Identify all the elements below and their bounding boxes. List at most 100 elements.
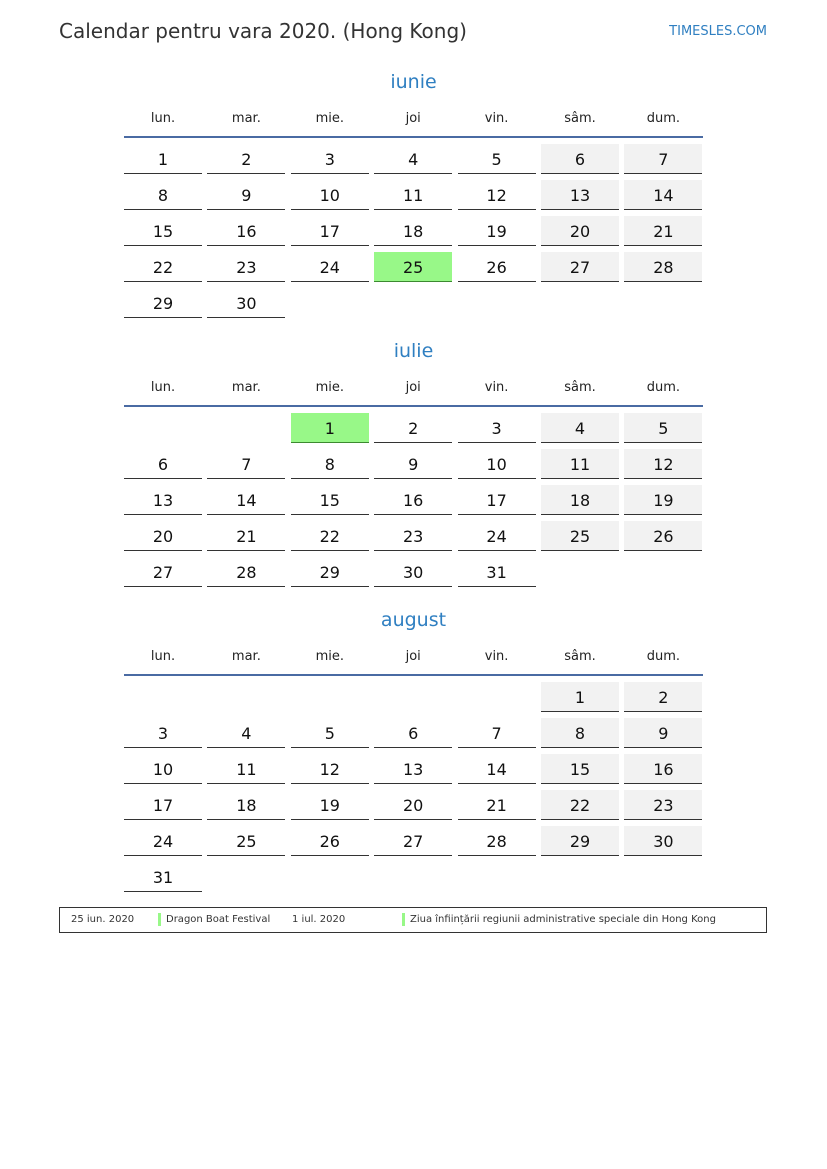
day-cell: 10	[457, 449, 536, 479]
month-title: iulie	[393, 340, 434, 362]
day-cell: 24	[290, 252, 369, 282]
day-cell: 2	[624, 682, 703, 712]
day-cell: 5	[457, 144, 536, 174]
day-cell: 7	[207, 449, 286, 479]
weekday-header: dum.	[646, 380, 681, 395]
day-cell: 31	[457, 557, 536, 587]
day-cell: 13	[541, 180, 619, 210]
month-title: iunie	[390, 71, 437, 93]
legend-date: 1 iul. 2020	[292, 914, 346, 925]
day-cell: 29	[541, 826, 619, 856]
day-cell: 4	[207, 718, 286, 748]
weekday-header: mie.	[315, 111, 344, 126]
day-cell: 12	[457, 180, 536, 210]
day-cell: 28	[624, 252, 703, 282]
day-cell: 4	[541, 413, 619, 443]
day-cell: 9	[624, 718, 703, 748]
day-cell-holiday: 25	[374, 252, 453, 282]
weekday-header: joi	[405, 111, 421, 126]
weekday-header: joi	[405, 380, 421, 395]
day-cell: 24	[124, 826, 202, 856]
day-cell: 13	[374, 754, 453, 784]
header-divider	[124, 136, 703, 138]
day-cell: 30	[207, 288, 286, 318]
day-cell: 21	[207, 521, 286, 551]
day-cell: 15	[290, 485, 369, 515]
day-cell: 5	[624, 413, 703, 443]
day-cell: 20	[374, 790, 453, 820]
header-divider	[124, 405, 703, 407]
day-cell: 14	[457, 754, 536, 784]
day-cell: 9	[207, 180, 286, 210]
day-cell: 13	[124, 485, 202, 515]
day-cell: 14	[624, 180, 703, 210]
day-cell: 10	[290, 180, 369, 210]
day-cell: 23	[374, 521, 453, 551]
day-cell: 20	[124, 521, 202, 551]
day-cell: 8	[124, 180, 202, 210]
day-cell: 27	[124, 557, 202, 587]
day-cell: 30	[374, 557, 453, 587]
weekday-header: vin.	[484, 111, 509, 126]
legend-holiday-name: Dragon Boat Festival	[166, 914, 271, 925]
brand-link[interactable]: TIMESLES.COM	[669, 24, 767, 39]
weekday-header: joi	[405, 649, 421, 664]
weekday-header: mar.	[231, 111, 261, 126]
day-cell: 27	[374, 826, 453, 856]
day-cell: 6	[374, 718, 453, 748]
day-cell: 15	[541, 754, 619, 784]
weekday-header: lun.	[150, 649, 176, 664]
day-cell: 18	[207, 790, 286, 820]
day-cell: 25	[541, 521, 619, 551]
day-cell: 9	[374, 449, 453, 479]
day-cell: 3	[124, 718, 202, 748]
day-cell: 11	[541, 449, 619, 479]
holiday-color-marker	[402, 913, 405, 926]
day-cell: 15	[124, 216, 202, 246]
day-cell: 30	[624, 826, 703, 856]
day-cell: 8	[290, 449, 369, 479]
weekday-header: dum.	[646, 111, 681, 126]
weekday-header: mie.	[315, 649, 344, 664]
day-cell: 18	[374, 216, 453, 246]
holiday-legend: 25 iun. 2020 Dragon Boat Festival 1 iul.…	[59, 907, 767, 933]
legend-holiday-name: Ziua înființării regiunii administrative…	[410, 914, 716, 925]
day-cell: 2	[374, 413, 453, 443]
day-cell: 17	[124, 790, 202, 820]
day-cell: 23	[207, 252, 286, 282]
day-cell: 11	[374, 180, 453, 210]
day-cell: 14	[207, 485, 286, 515]
day-cell: 12	[290, 754, 369, 784]
weekday-header: vin.	[484, 380, 509, 395]
day-cell: 31	[124, 862, 202, 892]
holiday-color-marker	[158, 913, 161, 926]
day-cell: 3	[457, 413, 536, 443]
day-cell: 10	[124, 754, 202, 784]
weekday-header: mar.	[231, 649, 261, 664]
day-cell: 29	[290, 557, 369, 587]
day-cell: 22	[541, 790, 619, 820]
day-cell: 5	[290, 718, 369, 748]
header-divider	[124, 674, 703, 676]
weekday-header: vin.	[484, 649, 509, 664]
day-cell: 20	[541, 216, 619, 246]
day-cell: 26	[290, 826, 369, 856]
day-cell: 22	[290, 521, 369, 551]
day-cell: 1	[541, 682, 619, 712]
page-title: Calendar pentru vara 2020. (Hong Kong)	[59, 19, 467, 43]
weekday-header: lun.	[150, 380, 176, 395]
weekday-header: lun.	[150, 111, 176, 126]
month-title: august	[380, 609, 447, 631]
day-cell: 12	[624, 449, 703, 479]
day-cell-holiday: 1	[290, 413, 369, 443]
day-cell: 17	[290, 216, 369, 246]
weekday-header: mie.	[315, 380, 344, 395]
weekday-header: dum.	[646, 649, 681, 664]
legend-date: 25 iun. 2020	[71, 914, 135, 925]
weekday-header: sâm.	[564, 649, 596, 664]
day-cell: 26	[624, 521, 703, 551]
day-cell: 18	[541, 485, 619, 515]
day-cell: 25	[207, 826, 286, 856]
day-cell: 7	[624, 144, 703, 174]
day-cell: 22	[124, 252, 202, 282]
